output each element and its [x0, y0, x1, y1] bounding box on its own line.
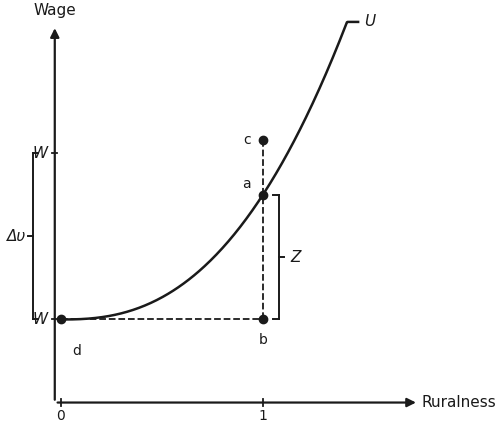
Text: 0: 0 [56, 410, 65, 423]
Text: d: d [72, 344, 81, 358]
Text: W: W [32, 146, 48, 161]
Text: Z: Z [290, 250, 300, 265]
Text: b: b [258, 333, 267, 347]
Text: 1: 1 [258, 410, 267, 423]
Text: U: U [364, 14, 375, 29]
Text: Ruralness: Ruralness [422, 395, 496, 410]
Text: a: a [242, 178, 251, 191]
Text: c: c [244, 132, 251, 146]
Text: W: W [32, 312, 48, 327]
Text: Δυ: Δυ [6, 229, 26, 244]
Text: Wage: Wage [34, 3, 76, 19]
